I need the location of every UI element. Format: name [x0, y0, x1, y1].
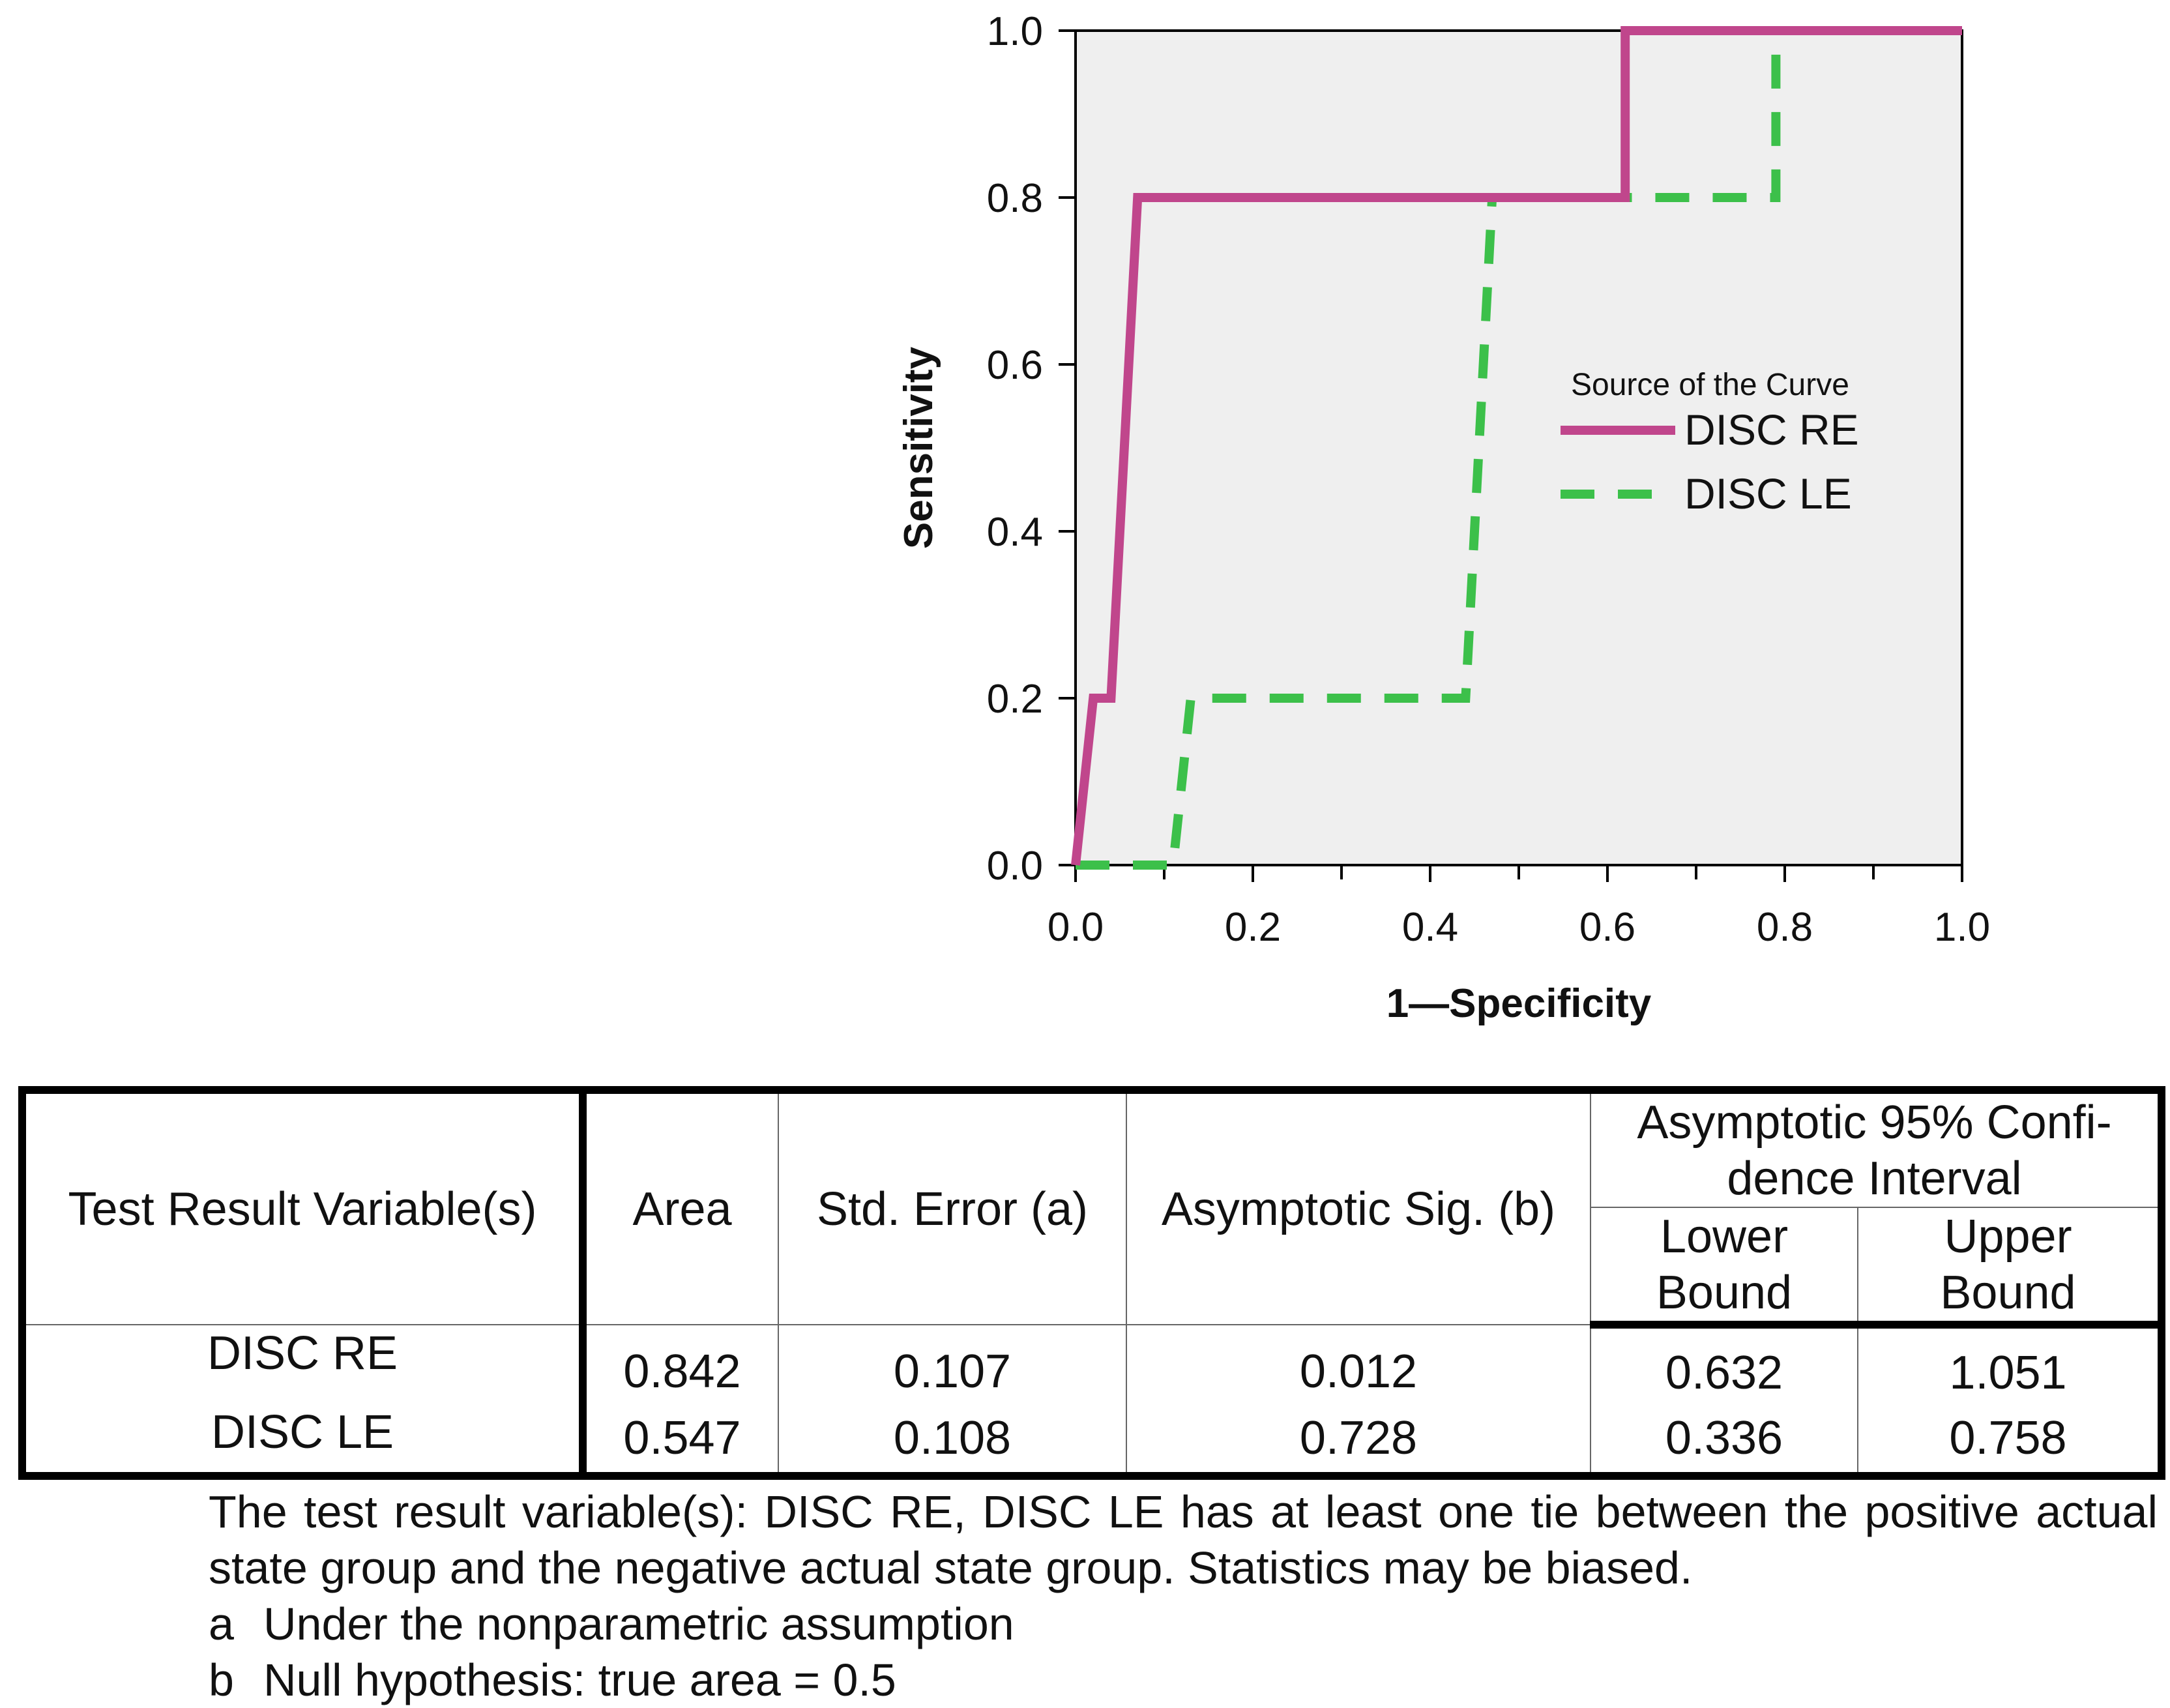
legend: Source of the Curve DISC RE DISC LE	[1561, 368, 1859, 518]
row-std-error: 0.108	[778, 1404, 1127, 1476]
x-tick-label: 1.0	[1934, 905, 1990, 950]
tie-warning: The test result variable(s): DISC RE, DI…	[209, 1486, 2158, 1593]
x-tick-label: 0.0	[1048, 905, 1104, 950]
row-sig: 0.012	[1126, 1325, 1591, 1404]
header-area: Area	[582, 1089, 779, 1325]
x-tick-label: 0.2	[1225, 905, 1281, 950]
table-row: DISC RE 0.842 0.107 0.012 0.632 1.051	[22, 1325, 2163, 1404]
series-layer	[1071, 26, 1962, 870]
row-lower: 0.336	[1590, 1404, 1858, 1476]
legend-label-disc-re: DISC RE	[1684, 405, 1859, 454]
y-tick-label: 0.0	[987, 844, 1043, 889]
series-disc-le	[1076, 26, 1962, 870]
row-variable: DISC LE	[22, 1404, 587, 1476]
footnote-key: a	[209, 1598, 234, 1649]
footnote-b: b Null hypothesis: true area = 0.5	[209, 1652, 2158, 1708]
header-asymptotic-sig: Asymptotic Sig. (b)	[1126, 1089, 1591, 1325]
header-confidence-interval: Asymptotic 95% Confi-dence Interval	[1589, 1089, 2163, 1208]
y-axis-title: Sensitivity	[896, 346, 941, 549]
series-disc-re	[1071, 26, 1962, 866]
header-upper-bound: Upper Bound	[1856, 1207, 2163, 1329]
y-tick-label: 0.6	[987, 343, 1043, 388]
legend-label-disc-le: DISC LE	[1684, 469, 1852, 518]
header-ci-text: Asymptotic 95% Confi-dence Interval	[1637, 1096, 2112, 1205]
table-notes: The test result variable(s): DISC RE, DI…	[209, 1484, 2158, 1708]
header-lower-bound: Lower Bound	[1590, 1207, 1858, 1329]
y-tick-label: 0.8	[987, 176, 1043, 221]
legend-title: Source of the Curve	[1571, 368, 1849, 402]
row-upper: 0.758	[1856, 1404, 2163, 1476]
footnote-key: b	[209, 1655, 234, 1705]
x-axis-title: 1—Specificity	[1386, 981, 1652, 1026]
row-upper: 1.051	[1856, 1325, 2163, 1404]
y-tick-label: 1.0	[987, 9, 1043, 54]
roc-results-table: Test Result Variable(s) Area Std. Error …	[18, 1086, 2166, 1480]
row-variable: DISC RE	[22, 1325, 587, 1404]
plot-area	[1074, 29, 1963, 866]
x-tick-label: 0.4	[1402, 905, 1458, 950]
axis-ticks: 0.0 0.2 0.4 0.6 0.8 1.0 0.0 0.2 0.4 0.6 0.8 1.0	[987, 9, 1990, 950]
y-tick-label: 0.4	[987, 510, 1043, 555]
roc-chart: 0.0 0.2 0.4 0.6 0.8 1.0 0.0 0.2 0.4 0.6 0.8 1.0 Sen…	[896, 9, 1990, 1026]
x-tick-label: 0.6	[1579, 905, 1635, 950]
footnote-a: a Under the nonparametric assumption	[209, 1596, 2158, 1652]
row-std-error: 0.107	[778, 1325, 1127, 1404]
row-sig: 0.728	[1126, 1404, 1591, 1476]
footnote-text: Null hypothesis: true area = 0.5	[263, 1655, 896, 1705]
footnote-text: Under the nonparametric assumption	[263, 1598, 1014, 1649]
header-std-error: Std. Error (a)	[778, 1089, 1127, 1325]
header-test-result-variable: Test Result Variable(s)	[22, 1089, 587, 1325]
y-tick-label: 0.2	[987, 677, 1043, 722]
row-lower: 0.632	[1590, 1325, 1858, 1404]
row-area: 0.842	[582, 1325, 779, 1404]
table-row: DISC LE 0.547 0.108 0.728 0.336 0.758	[22, 1404, 2163, 1476]
x-tick-label: 0.8	[1757, 905, 1813, 950]
row-area: 0.547	[582, 1404, 779, 1476]
